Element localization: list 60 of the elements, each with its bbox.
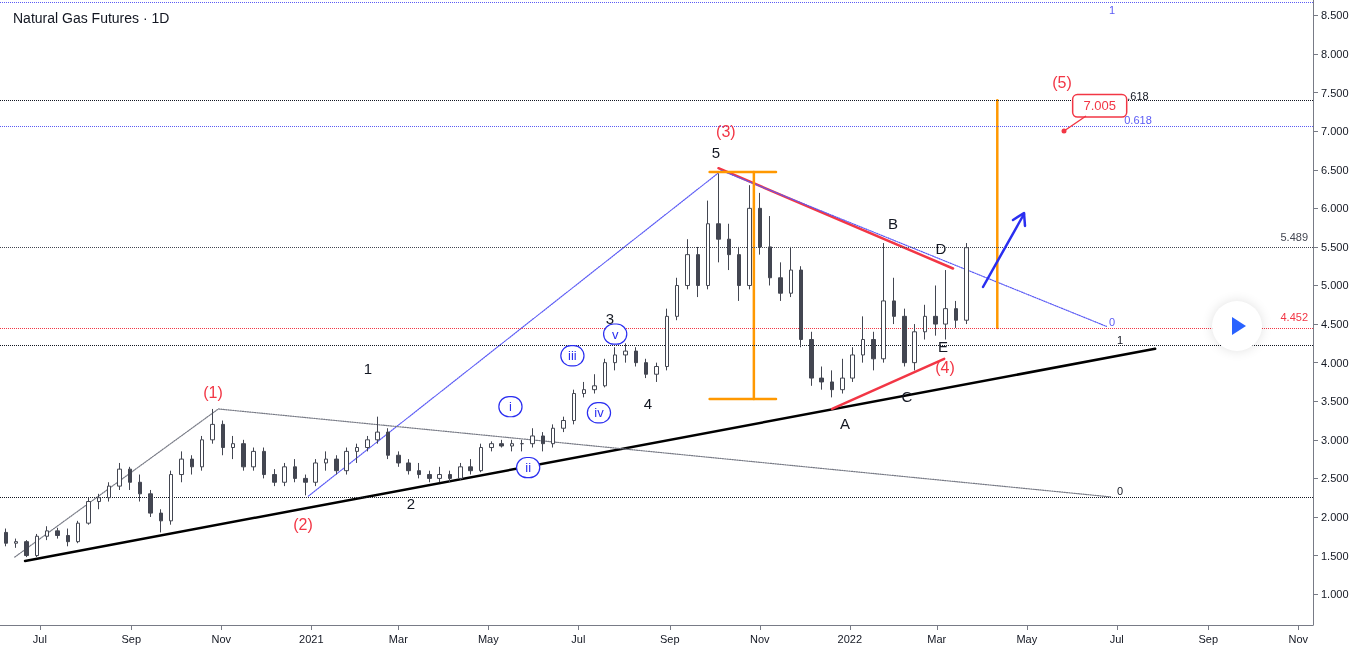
y-tick-label: 1.500 — [1321, 549, 1349, 562]
x-tick-label: Jul — [32, 632, 47, 645]
y-tick-label: 3.000 — [1321, 433, 1349, 446]
annotation: E — [937, 337, 949, 355]
annotation: 5 — [711, 143, 721, 161]
annotation: .618 — [1127, 90, 1149, 102]
y-tick-label: 2.000 — [1321, 510, 1349, 523]
y-tick-label: 7.500 — [1321, 86, 1349, 99]
annotation: ii — [525, 460, 532, 476]
annotation: iii — [568, 348, 577, 364]
annotation: v — [611, 326, 619, 342]
y-tick-label: 6.000 — [1321, 202, 1349, 215]
annotation: B — [887, 214, 899, 232]
x-tick-label: Nov — [211, 632, 232, 645]
x-tick-label: Jul — [571, 632, 586, 645]
y-tick-label: 2.500 — [1321, 472, 1349, 485]
x-tick-label: 2021 — [299, 632, 324, 645]
y-tick-label: 3.500 — [1321, 395, 1349, 408]
y-tick-label: 8.000 — [1321, 48, 1349, 61]
annotation: 4 — [643, 394, 653, 412]
x-tick-label: Nov — [1288, 632, 1309, 645]
y-tick-label: 4.500 — [1321, 318, 1349, 331]
x-tick-label: Mar — [927, 632, 947, 645]
annotation: (4) — [935, 358, 955, 376]
text: Natural Gas Futures · 1D — [13, 10, 170, 26]
y-tick-label: 1.000 — [1321, 588, 1349, 601]
annotation: 1 — [1108, 4, 1116, 16]
x-tick-label: 2022 — [837, 632, 862, 645]
annotation: (3) — [716, 122, 736, 140]
annotation: D — [935, 239, 947, 257]
x-tick-label: Nov — [749, 632, 771, 645]
ref-line-label: 4.452 — [1280, 311, 1308, 324]
y-tick-label: 6.500 — [1321, 163, 1349, 176]
annotation: 2 — [406, 494, 416, 512]
ref-line-label: 5.489 — [1280, 231, 1308, 244]
y-tick-label: 5.000 — [1321, 279, 1349, 292]
y-tick-label: 8.500 — [1321, 9, 1349, 22]
y-tick-label: 4.000 — [1321, 356, 1349, 369]
annotation: 0.618 — [1124, 114, 1152, 126]
annotation: (1) — [203, 383, 223, 401]
annotation: (5) — [1052, 73, 1072, 91]
x-tick-label: May — [477, 632, 500, 645]
x-tick-label: Sep — [1198, 632, 1219, 645]
annotation: 0 — [1108, 316, 1116, 328]
y-tick-label: 7.000 — [1321, 125, 1349, 138]
x-tick-label: Sep — [121, 632, 142, 645]
annotation: 7.005 — [1083, 98, 1116, 114]
annotation: i — [509, 399, 512, 415]
x-tick-label: May — [1016, 632, 1038, 645]
annotation: 1 — [363, 359, 373, 377]
x-tick-label: Mar — [388, 632, 409, 645]
annotation: (2) — [293, 515, 313, 533]
annotation: 1 — [1116, 334, 1124, 346]
annotation: 0 — [1116, 485, 1124, 497]
annotation: A — [839, 414, 851, 432]
y-tick-label: 5.500 — [1321, 240, 1349, 253]
x-tick-label: Jul — [1109, 632, 1124, 645]
annotation: iv — [594, 405, 605, 421]
annotation: 3 — [605, 309, 615, 327]
x-tick-label: Sep — [659, 632, 680, 645]
